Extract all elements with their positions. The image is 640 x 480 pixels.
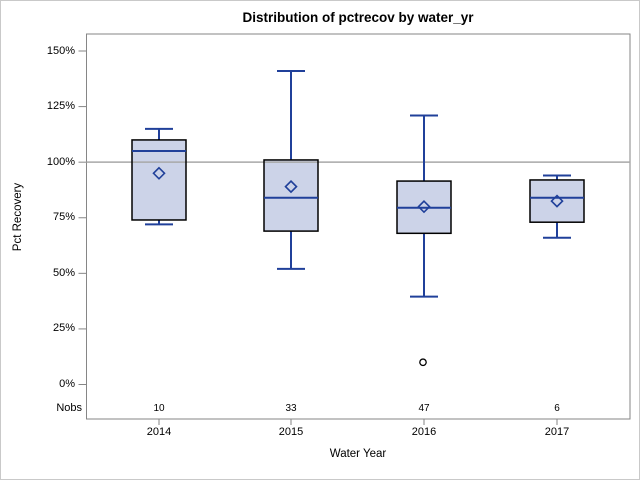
- x-tick-label-2016: 2016: [411, 426, 437, 438]
- y-tick-label-75%: 75%: [52, 211, 75, 224]
- chart-title: Distribution of pctrecov by water_yr: [242, 10, 474, 25]
- outlier-point-2016: [419, 358, 427, 367]
- mean-diamond-2014: [152, 166, 166, 180]
- y-tick-label-0%: 0%: [59, 378, 75, 390]
- nobs-value-2017: 6: [554, 403, 560, 414]
- y-tick-label-150%: 150%: [46, 44, 75, 57]
- y-tick-label-50%: 50%: [52, 266, 75, 279]
- box-fill-2015: [264, 159, 318, 232]
- y-tick-label-25%: 25%: [52, 322, 75, 335]
- box-fill-2014: [132, 139, 186, 220]
- x-axis-title: Water Year: [329, 448, 387, 460]
- nobs-value-2016: 47: [418, 403, 430, 414]
- nobs-row-label: Nobs: [56, 402, 82, 414]
- y-tick-label-100%: 100%: [46, 155, 75, 168]
- mean-diamond-2016: [417, 200, 431, 214]
- box-outline-2017: [529, 179, 585, 223]
- mean-diamond-2017: [550, 194, 564, 208]
- x-tick-label-2014: 2014: [146, 426, 172, 438]
- nobs-value-2014: 10: [153, 403, 165, 414]
- box-fill-2017: [530, 179, 584, 223]
- mean-diamond-2015: [284, 179, 298, 194]
- nobs-value-2015: 33: [285, 403, 297, 414]
- box-outline-2014: [131, 139, 187, 221]
- x-tick-label-2015: 2015: [278, 426, 304, 438]
- plot-frame: [86, 33, 631, 420]
- x-tick-label-2017: 2017: [544, 426, 570, 438]
- box-outline-2015: [263, 159, 319, 232]
- y-tick-label-125%: 125%: [46, 100, 75, 113]
